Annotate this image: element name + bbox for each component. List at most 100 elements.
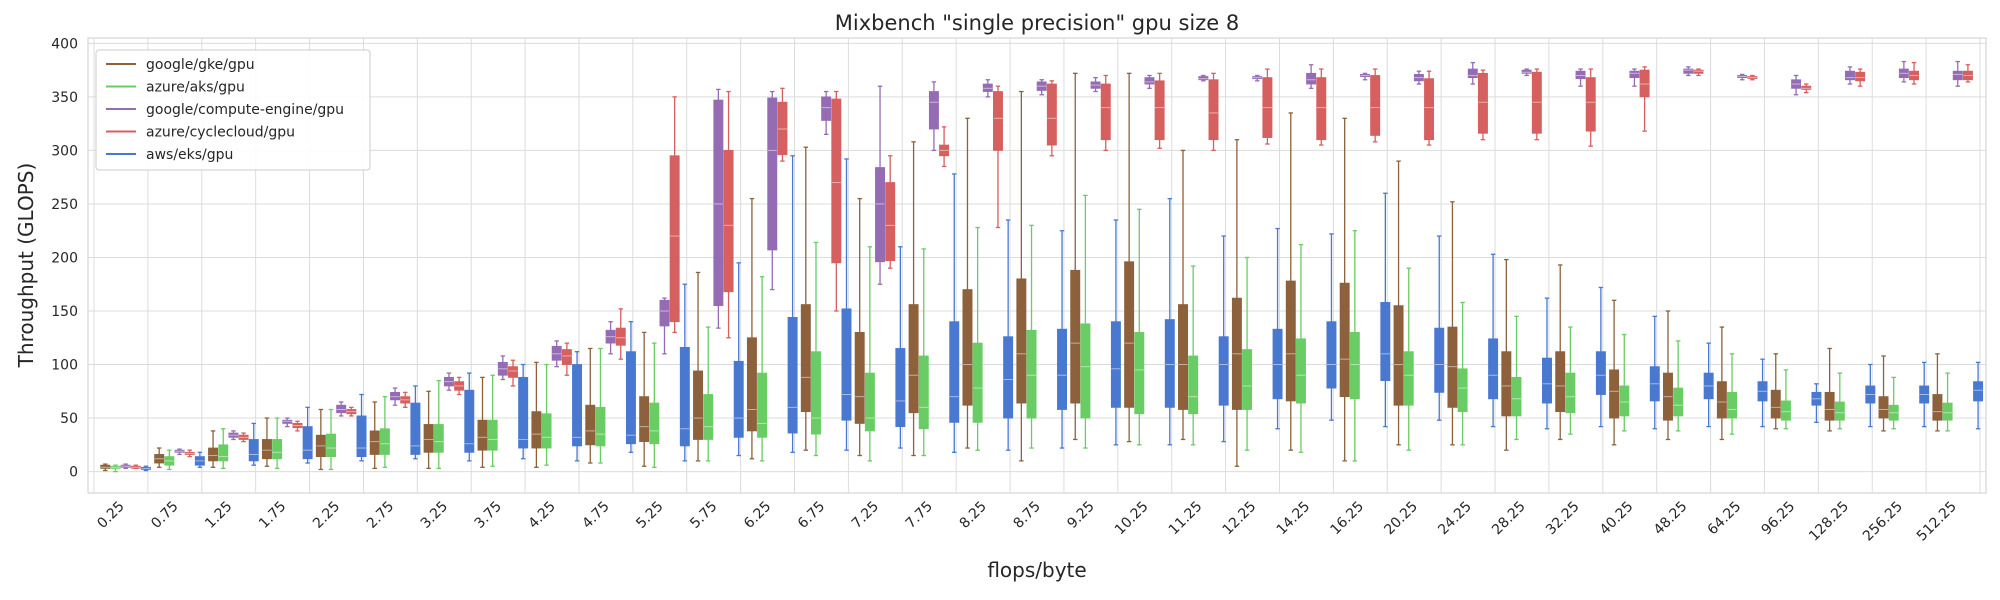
- box-azure-aks-gpu: [972, 226, 983, 451]
- x-tick-label: 11.25: [1166, 499, 1206, 539]
- box-body: [1198, 76, 1209, 81]
- box-google-gke-gpu: [693, 271, 704, 462]
- y-tick-label: 50: [60, 411, 78, 427]
- box-body: [477, 419, 488, 451]
- x-tick-label: 4.75: [579, 499, 612, 532]
- legend-label: aws/eks/gpu: [146, 147, 233, 163]
- x-tick-label: 0.25: [94, 499, 127, 532]
- x-tick-label: 28.25: [1489, 499, 1529, 539]
- box-azure-aks-gpu: [326, 408, 336, 471]
- box-google-compute-engine-gpu: [659, 297, 670, 355]
- box-azure-aks-gpu: [379, 395, 390, 468]
- box-aws-eks-gpu: [895, 246, 906, 449]
- box-azure-aks-gpu: [757, 276, 768, 462]
- box-azure-aks-gpu: [703, 326, 714, 462]
- box-aws-eks-gpu: [1110, 219, 1121, 446]
- box-azure-aks-gpu: [218, 428, 229, 470]
- box-azure-cyclecloud-gpu: [1801, 83, 1812, 94]
- box-azure-aks-gpu: [1349, 230, 1360, 462]
- box-body: [1208, 79, 1219, 141]
- box-body: [423, 424, 434, 453]
- box-azure-aks-gpu: [1834, 372, 1845, 430]
- box-google-gke-gpu: [154, 447, 165, 468]
- box-body: [1154, 80, 1165, 141]
- box-body: [1144, 77, 1155, 85]
- box-body: [1434, 327, 1445, 393]
- box-azure-cyclecloud-gpu: [292, 420, 303, 432]
- chart-title: Mixbench "single precision" gpu size 8: [835, 11, 1239, 35]
- box-azure-aks-gpu: [918, 248, 929, 457]
- box-azure-cyclecloud-gpu: [777, 87, 788, 162]
- box-azure-cyclecloud-gpu: [1962, 64, 1973, 83]
- box-aws-eks-gpu: [1272, 227, 1283, 430]
- box-google-gke-gpu: [261, 417, 272, 467]
- box-body: [1683, 68, 1694, 74]
- box-aws-eks-gpu: [1649, 315, 1660, 430]
- box-azure-cyclecloud-gpu: [1046, 80, 1057, 157]
- box-body: [864, 372, 875, 432]
- box-body: [1609, 369, 1620, 419]
- box-body: [1164, 319, 1175, 408]
- box-body: [1326, 321, 1337, 389]
- box-body: [1531, 71, 1542, 134]
- box-body: [1070, 269, 1081, 404]
- box-azure-aks-gpu: [595, 347, 606, 464]
- box-google-compute-engine-gpu: [390, 387, 401, 406]
- box-body: [1003, 336, 1014, 419]
- box-body: [649, 402, 660, 445]
- box-body: [949, 321, 960, 423]
- x-tick-label: 12.25: [1220, 499, 1260, 539]
- box-body: [1424, 78, 1435, 141]
- box-google-compute-engine-gpu: [282, 417, 293, 428]
- x-tick-label: 6.75: [795, 499, 828, 532]
- box-azure-aks-gpu: [1026, 224, 1037, 449]
- box-aws-eks-gpu: [518, 363, 529, 460]
- box-body: [928, 91, 939, 130]
- box-body: [1501, 351, 1512, 417]
- x-tick-label: 5.25: [633, 499, 666, 532]
- box-azure-aks-gpu: [1295, 243, 1306, 453]
- box-body: [1100, 83, 1111, 141]
- box-aws-eks-gpu: [1380, 192, 1391, 428]
- x-tick-label: 1.25: [202, 499, 235, 532]
- box-body: [1942, 402, 1953, 421]
- box-azure-cyclecloud-gpu: [1909, 61, 1920, 85]
- box-google-gke-gpu: [1609, 299, 1620, 446]
- box-google-compute-engine-gpu: [1575, 68, 1586, 87]
- box-body: [821, 96, 832, 121]
- x-tick-label: 64.25: [1705, 499, 1745, 539]
- box-body: [272, 439, 283, 460]
- box-body: [1727, 391, 1738, 419]
- box-body: [992, 91, 1003, 151]
- box-body: [918, 355, 929, 430]
- x-tick-label: 1.75: [256, 499, 289, 532]
- box-body: [282, 419, 293, 424]
- y-axis-title: Throughput (GLOPS): [14, 163, 38, 369]
- box-body: [1242, 349, 1253, 410]
- box-body: [585, 404, 596, 446]
- box-aws-eks-gpu: [410, 385, 421, 460]
- box-azure-aks-gpu: [433, 379, 444, 470]
- box-body: [962, 289, 973, 406]
- box-azure-aks-gpu: [1080, 194, 1091, 449]
- x-tick-label: 8.75: [1010, 499, 1043, 532]
- box-body: [1188, 355, 1199, 415]
- box-body: [390, 391, 401, 401]
- box-body: [369, 430, 380, 455]
- box-body: [1673, 387, 1684, 417]
- box-aws-eks-gpu: [1057, 230, 1068, 449]
- box-google-gke-gpu: [1447, 201, 1458, 446]
- box-body: [1855, 71, 1866, 82]
- box-body: [1178, 304, 1188, 410]
- box-aws-eks-gpu: [1865, 363, 1876, 428]
- box-azure-cyclecloud-gpu: [831, 90, 842, 312]
- box-google-gke-gpu: [208, 430, 219, 468]
- box-body: [854, 332, 865, 424]
- box-google-compute-engine-gpu: [1467, 61, 1478, 85]
- box-google-gke-gpu: [1932, 353, 1943, 432]
- x-tick-label: 0.75: [148, 499, 181, 532]
- box-body: [982, 83, 993, 92]
- box-google-compute-engine-gpu: [1737, 73, 1748, 81]
- box-google-compute-engine-gpu: [1845, 66, 1855, 85]
- box-body: [1467, 68, 1478, 79]
